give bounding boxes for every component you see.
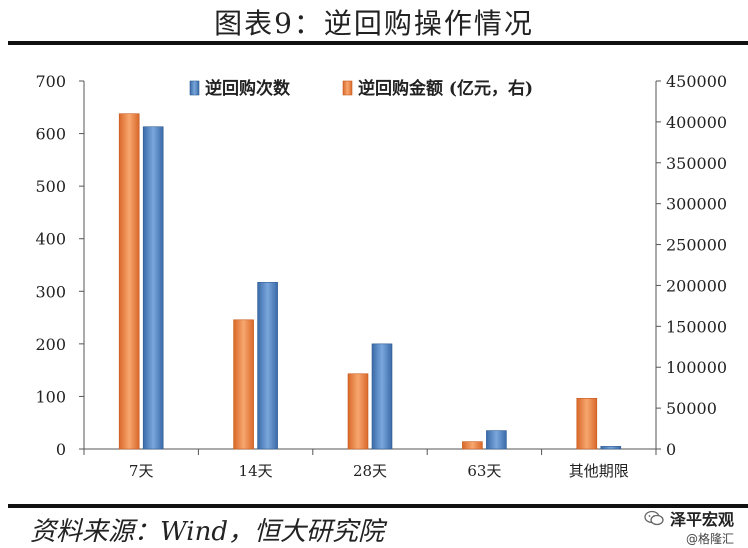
x-tick-label: 14天 bbox=[239, 462, 273, 480]
legend-swatch bbox=[342, 80, 353, 96]
footer-rule bbox=[8, 504, 748, 508]
x-tick-label: 28天 bbox=[353, 462, 387, 480]
y-right-tick-label: 400000 bbox=[666, 113, 727, 132]
y-right-tick-label: 50000 bbox=[666, 399, 717, 418]
watermark-brand: 泽平宏观 bbox=[669, 510, 734, 529]
y-left-tick-label: 0 bbox=[56, 440, 66, 459]
y-left-tick-label: 100 bbox=[35, 387, 66, 406]
legend-label: 逆回购金额 (亿元，右) bbox=[358, 78, 533, 99]
bar-amount bbox=[462, 441, 483, 450]
y-right-tick-label: 300000 bbox=[666, 195, 727, 214]
title-rule bbox=[8, 41, 748, 45]
bar-amount bbox=[576, 397, 598, 450]
bar-count bbox=[371, 343, 393, 450]
y-right-tick-label: 150000 bbox=[666, 317, 727, 336]
bar-amount bbox=[118, 113, 140, 450]
watermark: 泽平宏观 @格隆汇 bbox=[644, 506, 734, 547]
y-right-tick-label: 100000 bbox=[666, 358, 727, 377]
y-left-tick-label: 700 bbox=[35, 72, 66, 91]
bar-count bbox=[142, 126, 164, 450]
y-right-tick-label: 200000 bbox=[666, 276, 727, 295]
y-left-tick-label: 300 bbox=[35, 282, 66, 301]
y-left-tick-label: 500 bbox=[35, 177, 66, 196]
y-left-tick-label: 600 bbox=[35, 125, 66, 144]
wechat-icon bbox=[644, 510, 664, 526]
y-right-tick-label: 350000 bbox=[666, 154, 727, 173]
y-right-tick-label: 450000 bbox=[666, 72, 727, 91]
bar-chart: 0 100 200 300 400 500 600 700 0 50000 100000 150000… bbox=[35, 72, 727, 480]
chart-title: 图表9：逆回购操作情况 bbox=[214, 7, 534, 40]
source-note: 资料来源：Wind，恒大研究院 bbox=[30, 517, 384, 547]
x-tick-label: 63天 bbox=[467, 462, 501, 480]
y-left-tick-label: 400 bbox=[35, 230, 66, 249]
y-right-tick-label: 0 bbox=[666, 440, 676, 459]
legend-swatch bbox=[189, 80, 200, 96]
x-tick-label: 其他期限 bbox=[569, 462, 629, 480]
bar-amount bbox=[347, 373, 369, 450]
legend-label: 逆回购次数 bbox=[205, 78, 291, 99]
bar-count bbox=[600, 446, 622, 450]
y-right-tick-label: 250000 bbox=[666, 236, 727, 255]
x-tick-label: 7天 bbox=[129, 462, 154, 480]
y-left-tick-label: 200 bbox=[35, 335, 66, 354]
watermark-handle: @格隆汇 bbox=[685, 532, 734, 546]
bar-amount bbox=[233, 319, 254, 450]
bar-count bbox=[486, 430, 507, 450]
bar-count bbox=[257, 282, 278, 450]
